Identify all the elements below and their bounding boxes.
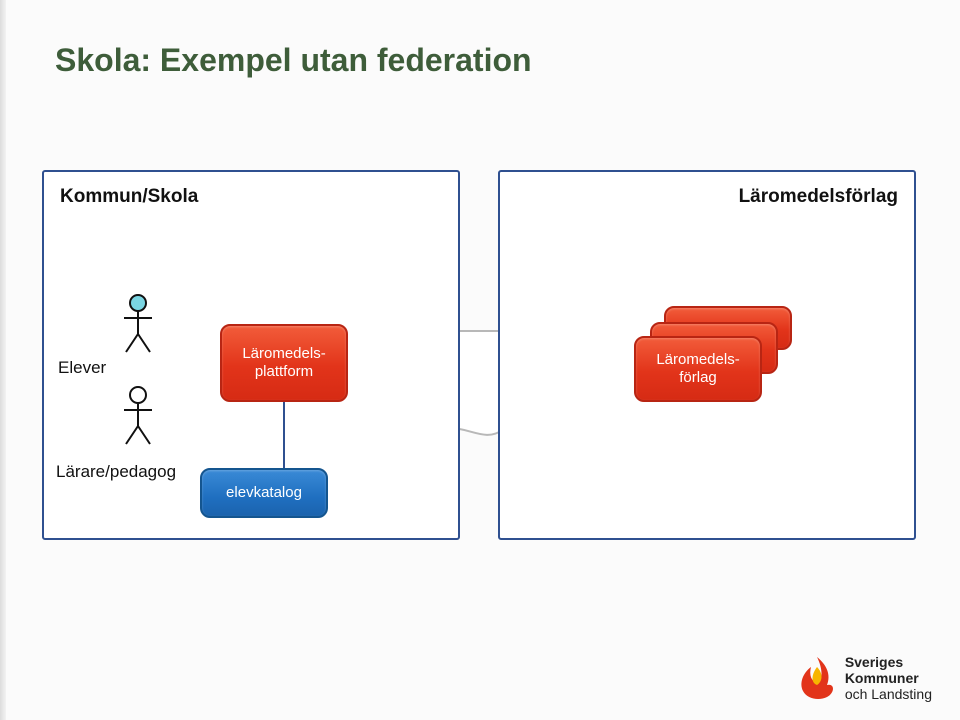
node-forlag-line2: förlag bbox=[656, 369, 739, 387]
panel-laromedelsforlag: Läromedelsförlag Läromedels- Läromedels-… bbox=[498, 170, 916, 540]
node-plattform-line2: plattform bbox=[242, 363, 325, 381]
footer-line1: Sveriges bbox=[845, 654, 932, 670]
node-forlag-front: Läromedels- förlag bbox=[634, 336, 762, 402]
node-forlag-line1: Läromedels- bbox=[656, 351, 739, 369]
slide: Skola: Exempel utan federation Kommun/Sk… bbox=[0, 0, 960, 720]
diagram-area: Kommun/Skola Elever bbox=[42, 170, 918, 540]
actor-elever-label: Elever bbox=[58, 358, 106, 378]
panel-left-label: Kommun/Skola bbox=[60, 186, 198, 208]
footer-line2: Kommuner bbox=[845, 670, 932, 686]
actor-larare-icon bbox=[118, 386, 158, 446]
node-laromedelsplattform: Läromedels- plattform bbox=[220, 324, 348, 402]
node-elevkatalog-label: elevkatalog bbox=[226, 484, 302, 502]
panel-kommun-skola: Kommun/Skola Elever bbox=[42, 170, 460, 540]
flame-icon bbox=[797, 655, 837, 701]
page-title: Skola: Exempel utan federation bbox=[55, 42, 532, 79]
connector-plattform-katalog bbox=[283, 402, 285, 468]
actor-elever-icon bbox=[118, 294, 158, 354]
left-edge-strip bbox=[0, 0, 6, 720]
footer-logo: Sveriges Kommuner och Landsting bbox=[797, 654, 932, 702]
footer-line3: och Landsting bbox=[845, 686, 932, 702]
actor-larare-label: Lärare/pedagog bbox=[56, 462, 176, 482]
node-elevkatalog: elevkatalog bbox=[200, 468, 328, 518]
footer-text: Sveriges Kommuner och Landsting bbox=[845, 654, 932, 702]
panel-right-label: Läromedelsförlag bbox=[739, 186, 898, 208]
node-plattform-line1: Läromedels- bbox=[242, 345, 325, 363]
